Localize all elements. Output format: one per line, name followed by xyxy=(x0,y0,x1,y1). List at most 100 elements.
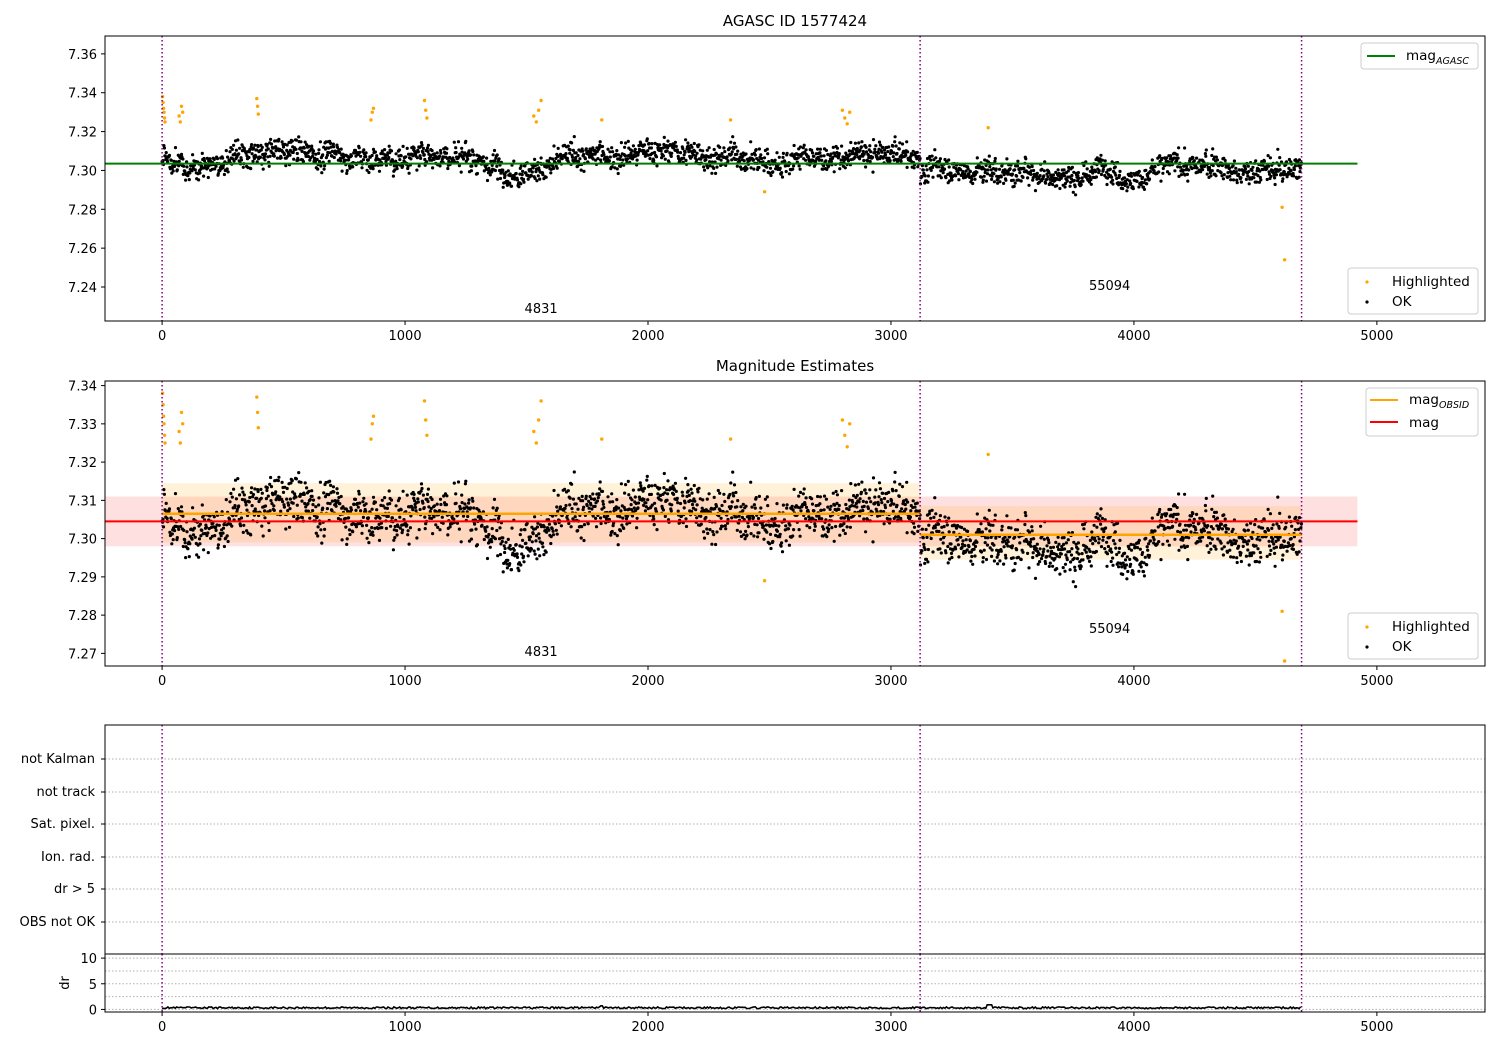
ok-point xyxy=(1178,530,1182,534)
ok-point xyxy=(953,524,957,528)
ok-point xyxy=(259,496,263,500)
ok-point xyxy=(1113,165,1117,169)
ok-point xyxy=(998,559,1002,563)
ok-point xyxy=(873,495,877,499)
ok-point xyxy=(1042,174,1046,178)
ok-point xyxy=(1063,185,1067,189)
highlighted-point xyxy=(534,120,538,124)
ok-point xyxy=(1125,189,1129,193)
ok-point xyxy=(340,169,344,173)
ok-point xyxy=(1073,568,1077,573)
ok-point xyxy=(702,165,706,169)
ok-point xyxy=(757,165,761,170)
ok-point xyxy=(1175,506,1179,510)
ok-point xyxy=(683,150,687,154)
ok-point xyxy=(1011,556,1015,560)
ok-point xyxy=(909,509,913,513)
ok-point xyxy=(1118,169,1122,173)
ok-point xyxy=(1201,535,1205,539)
ok-point xyxy=(1158,507,1162,512)
ok-point xyxy=(192,526,196,530)
ok-point xyxy=(990,548,994,552)
ok-point xyxy=(855,152,859,156)
ok-point xyxy=(1199,539,1203,543)
ok-point xyxy=(276,479,280,483)
ok-point xyxy=(947,158,951,162)
ok-point xyxy=(315,157,319,162)
ok-point xyxy=(822,508,826,512)
ok-point xyxy=(992,559,997,563)
ok-point xyxy=(801,146,805,150)
ok-point xyxy=(734,490,738,495)
ok-point xyxy=(1093,170,1098,174)
ok-point xyxy=(1209,174,1213,178)
ok-point xyxy=(947,530,951,534)
ok-point xyxy=(1152,538,1156,542)
ok-point xyxy=(877,481,882,485)
ok-point xyxy=(852,494,856,498)
ok-point xyxy=(335,487,339,491)
ok-point xyxy=(179,152,184,156)
ok-point xyxy=(876,151,881,155)
ok-point xyxy=(1165,539,1170,543)
ok-point xyxy=(204,525,208,529)
ok-point xyxy=(711,530,715,534)
ok-point xyxy=(999,549,1003,553)
ok-point xyxy=(642,486,647,490)
ok-point xyxy=(467,149,471,153)
ok-point xyxy=(229,491,233,496)
ok-point xyxy=(963,544,967,548)
ok-point xyxy=(364,509,368,514)
ok-point xyxy=(1234,539,1238,543)
ok-point xyxy=(825,167,829,171)
ok-point xyxy=(1163,526,1167,531)
ok-point xyxy=(666,139,670,143)
ok-point xyxy=(1111,539,1116,543)
ok-point xyxy=(996,553,1000,557)
ok-point xyxy=(428,509,432,514)
ok-point xyxy=(549,535,553,539)
ok-point xyxy=(555,532,559,536)
ok-point xyxy=(1087,180,1092,184)
ok-point xyxy=(1118,538,1122,543)
ok-point xyxy=(1194,528,1198,532)
ok-point xyxy=(647,484,651,488)
ok-point xyxy=(714,504,719,508)
ok-point xyxy=(1211,494,1215,498)
ok-point xyxy=(698,497,702,501)
ok-point xyxy=(1195,156,1199,160)
ok-point xyxy=(597,493,601,497)
ok-point xyxy=(416,500,420,504)
ok-point xyxy=(718,508,722,513)
ok-point xyxy=(193,535,197,539)
ok-point xyxy=(1179,173,1183,177)
ok-point xyxy=(1287,166,1291,170)
ok-point xyxy=(1070,531,1074,535)
ok-point xyxy=(430,149,434,153)
ok-point xyxy=(314,505,318,509)
ok-point xyxy=(743,537,747,541)
ok-point xyxy=(1172,156,1176,160)
ok-point xyxy=(576,159,581,164)
ok-point xyxy=(943,515,947,519)
ok-point xyxy=(634,151,638,155)
ok-point xyxy=(826,530,830,534)
ok-point xyxy=(417,164,421,168)
legend-marker-highlighted xyxy=(1365,280,1369,284)
ok-point xyxy=(181,544,185,549)
highlighted-point xyxy=(162,110,166,114)
ok-point xyxy=(497,514,501,518)
ok-point xyxy=(598,140,602,144)
ok-point xyxy=(1165,512,1169,516)
ok-point xyxy=(934,512,938,516)
ok-point xyxy=(661,508,666,512)
ok-point xyxy=(1063,562,1068,566)
ok-point xyxy=(398,515,402,519)
ok-point xyxy=(356,505,360,509)
ok-point xyxy=(303,140,307,144)
ok-point xyxy=(585,503,589,508)
ok-point xyxy=(1246,164,1250,168)
ok-point xyxy=(706,531,710,536)
ok-point xyxy=(684,158,688,162)
ok-point xyxy=(179,524,183,529)
